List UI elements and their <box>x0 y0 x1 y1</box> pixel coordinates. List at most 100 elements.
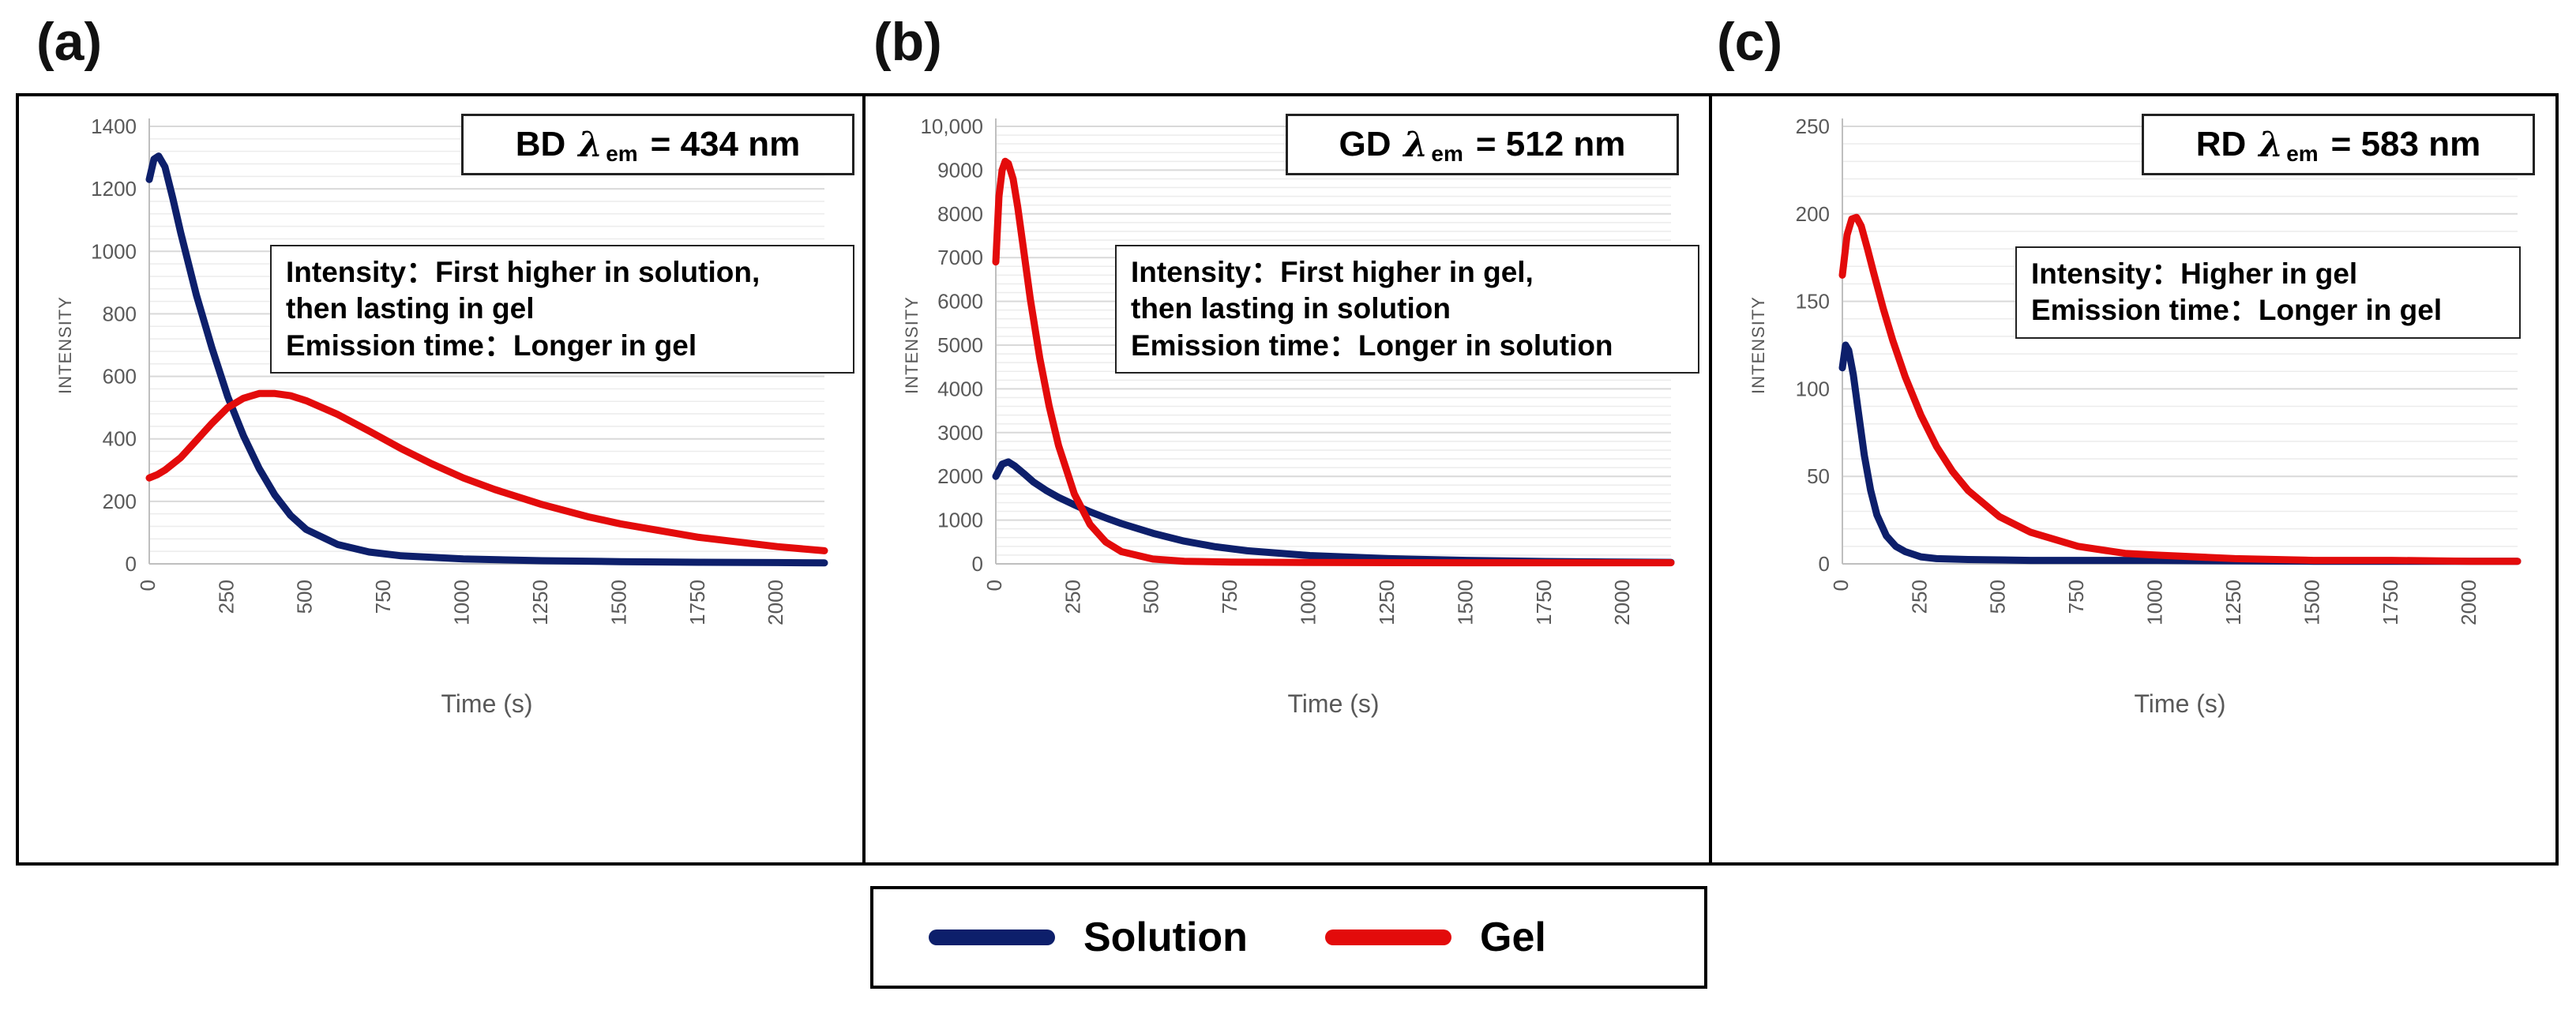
chart-c-xtick-label: 1250 <box>2221 580 2245 625</box>
chart-a-xtick-label: 1000 <box>450 580 474 625</box>
legend-item-solution: Solution <box>929 889 1248 986</box>
legend-label-gel: Gel <box>1480 914 1546 960</box>
chart-b-notes: Intensity：First higher in gel, then last… <box>1115 245 1699 374</box>
chart-c-xtick-label: 750 <box>2064 580 2088 614</box>
chart-a-series-gel <box>145 389 828 554</box>
chart-b-ytick-label: 10,000 <box>920 115 983 138</box>
chart-c-title-lambda: λ <box>2259 124 2284 165</box>
chart-c-xlabel: Time (s) <box>2134 689 2225 718</box>
chart-b-note-line: Intensity：First higher in gel, <box>1131 256 1534 288</box>
chart-a-series-solution <box>145 152 828 567</box>
chart-c-notes: Intensity：Higher in gel Emission time：Lo… <box>2015 246 2521 339</box>
chart-a-xtick-label: 750 <box>371 580 395 614</box>
chart-a-ytick-label: 400 <box>103 427 137 451</box>
chart-b-xtick-label: 250 <box>1061 580 1084 614</box>
chart-c-ylabel: INTENSITY <box>1748 296 1768 394</box>
panel-label-b: (b) <box>873 12 942 72</box>
chart-b-xtick-label: 750 <box>1218 580 1241 614</box>
chart-c-series-solution <box>1838 341 2522 565</box>
chart-a-xtick-label: 500 <box>293 580 317 614</box>
chart-c-ytick-label: 200 <box>1796 202 1830 226</box>
chart-a-xlabel: Time (s) <box>441 689 532 718</box>
chart-a-title-lambda: λ <box>578 124 603 165</box>
chart-b-xlabel: Time (s) <box>1287 689 1379 718</box>
chart-b-note-line: then lasting in solution <box>1131 292 1451 325</box>
chart-c-note-line: Intensity：Higher in gel <box>2031 257 2358 290</box>
chart-b-title-prefix: GD <box>1339 125 1391 163</box>
chart-b-ytick-label: 5000 <box>937 333 983 357</box>
chart-c-xtick-label: 1750 <box>2379 580 2402 625</box>
chart-a-ytick-label: 0 <box>126 552 137 576</box>
chart-c-title-suffix: = 583 nm <box>2330 125 2481 163</box>
chart-c-note-line: Emission time：Longer in gel <box>2031 294 2443 327</box>
chart-a-ytick-label: 1200 <box>91 177 137 201</box>
chart-b-ytick-label: 2000 <box>937 464 983 488</box>
chart-b-ytick-label: 9000 <box>937 158 983 182</box>
chart-b-series-gel <box>992 157 1675 567</box>
legend-item-gel: Gel <box>1325 889 1546 986</box>
chart-b-ytick-label: 3000 <box>937 421 983 445</box>
chart-a-note-line: Emission time：Longer in gel <box>286 329 697 362</box>
chart-b-ylabel: INTENSITY <box>902 296 922 394</box>
chart-a-xtick-label: 2000 <box>764 580 787 625</box>
chart-b-xtick-label: 1000 <box>1297 580 1320 625</box>
chart-b-xtick-label: 500 <box>1140 580 1163 614</box>
legend-swatch-gel <box>1325 930 1451 945</box>
chart-panel-a: 0 200 400 600 800 1000 1200 1400 0 250 500 750 1000 1… <box>16 93 866 866</box>
chart-b-ytick-label: 7000 <box>937 246 983 269</box>
chart-b-title-suffix: = 512 nm <box>1475 125 1626 163</box>
chart-a-plot: 0 200 400 600 800 1000 1200 1400 0 250 500 750 1000 1… <box>55 115 828 718</box>
chart-a-xtick-label: 0 <box>136 580 160 591</box>
legend: Solution Gel <box>870 886 1707 989</box>
chart-c-xtick-label: 2000 <box>2457 580 2480 625</box>
chart-a-notes: Intensity：First higher in solution, then… <box>270 245 854 374</box>
chart-c-series-gel <box>1838 213 2522 565</box>
chart-b-ytick-label: 0 <box>972 552 983 576</box>
chart-a-ytick-label: 1400 <box>91 115 137 138</box>
chart-a-xtick-label: 250 <box>214 580 238 614</box>
chart-c-title-sub: em <box>2286 141 2319 166</box>
legend-swatch-solution <box>929 930 1055 945</box>
chart-c-xtick-label: 0 <box>1829 580 1853 591</box>
chart-b-xtick-label: 2000 <box>1610 580 1634 625</box>
chart-a-title-sub: em <box>606 141 638 166</box>
chart-b-title: GD λ em = 512 nm <box>1286 114 1679 175</box>
chart-a-ytick-label: 200 <box>103 490 137 513</box>
chart-c-xtick-label: 250 <box>1907 580 1931 614</box>
chart-c-xtick-label: 1000 <box>2143 580 2167 625</box>
chart-b-ytick-label: 4000 <box>937 377 983 400</box>
chart-a-xtick-label: 1500 <box>606 580 630 625</box>
chart-b-xtick-label: 0 <box>982 580 1006 591</box>
chart-c-title-prefix: RD <box>2195 125 2247 163</box>
chart-b-xtick-label: 1500 <box>1453 580 1477 625</box>
chart-a-ytick-label: 800 <box>103 302 137 325</box>
chart-a-title-prefix: BD <box>515 125 566 163</box>
panel-label-a: (a) <box>36 12 103 72</box>
chart-a-title: BD λ em = 434 nm <box>461 114 854 175</box>
chart-b-ytick-label: 8000 <box>937 202 983 226</box>
chart-b-xtick-label: 1250 <box>1375 580 1399 625</box>
chart-b-note-line: Emission time：Longer in solution <box>1131 329 1613 362</box>
chart-a-xtick-label: 1750 <box>685 580 709 625</box>
chart-a-note-line: then lasting in gel <box>286 292 535 325</box>
chart-panel-c: 0 50 100 150 200 250 0 250 500 750 1000 1250 1500 175… <box>1709 93 2559 866</box>
chart-a-note-line: Intensity：First higher in solution, <box>286 256 760 288</box>
chart-c-xtick-label: 500 <box>1986 580 2010 614</box>
chart-a-title-suffix: = 434 nm <box>650 125 801 163</box>
chart-b-title-sub: em <box>1431 141 1463 166</box>
chart-c-ytick-label: 250 <box>1796 115 1830 138</box>
chart-c-ytick-label: 0 <box>1819 552 1830 576</box>
panel-label-c: (c) <box>1717 12 1783 72</box>
chart-c-title: RD λ em = 583 nm <box>2142 114 2535 175</box>
chart-a-xtick-label: 1250 <box>528 580 552 625</box>
chart-b-plot: 010002000300040005000600070008000900010,… <box>902 115 1675 718</box>
chart-a-ytick-label: 1000 <box>91 239 137 263</box>
chart-c-plot: 0 50 100 150 200 250 0 250 500 750 1000 1250 1500 175… <box>1748 115 2522 718</box>
legend-label-solution: Solution <box>1083 914 1248 960</box>
chart-b-xtick-label: 1750 <box>1532 580 1556 625</box>
chart-c-ytick-label: 150 <box>1796 290 1830 314</box>
chart-b-ytick-label: 6000 <box>937 290 983 314</box>
chart-c-xtick-label: 1500 <box>2300 580 2323 625</box>
chart-a-ytick-label: 600 <box>103 365 137 389</box>
chart-c-ytick-label: 50 <box>1807 464 1830 488</box>
